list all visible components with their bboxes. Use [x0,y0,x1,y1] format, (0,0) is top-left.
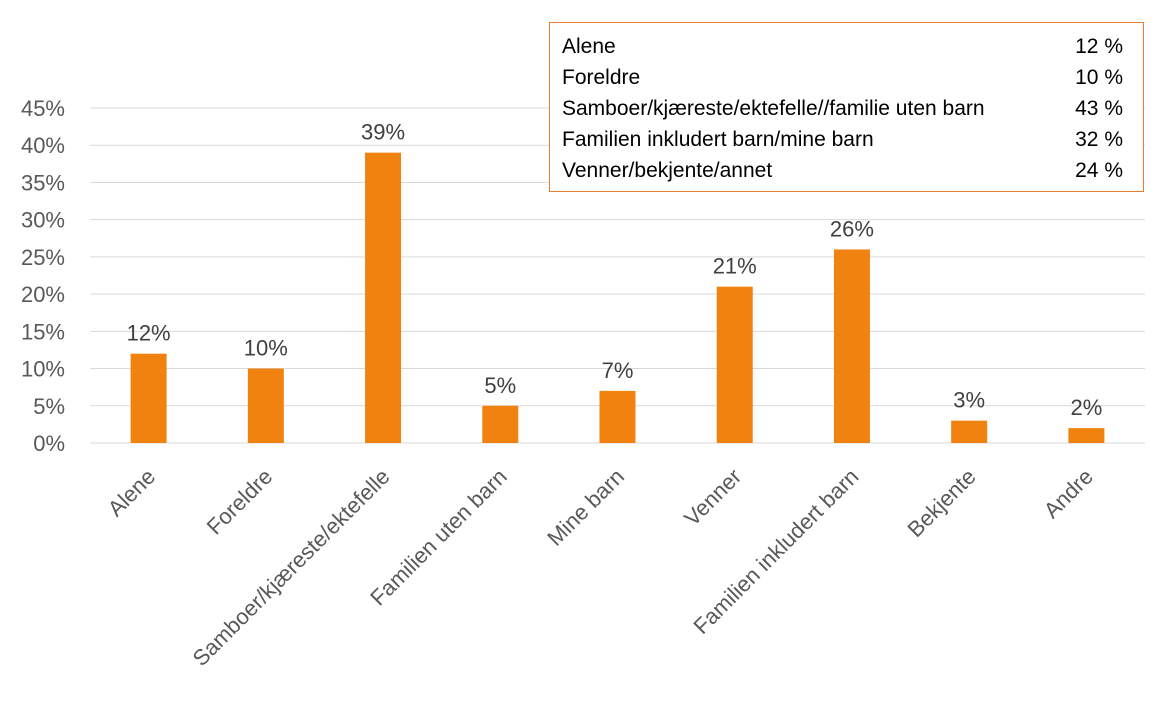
y-tick-label: 35% [21,170,65,195]
data-label: 21% [713,254,757,279]
bar [482,405,519,443]
bars [130,152,1105,443]
y-tick-label: 20% [21,282,65,307]
summary-value: 24 % [1075,159,1123,182]
y-tick-label: 25% [21,245,65,270]
summary-value: 32 % [1075,128,1123,151]
category-labels: Alene ForeldreSamboer/kjæreste/ektefelleF… [103,464,1098,671]
summary-label: Samboer/kjæreste/ektefelle//familie uten… [562,97,985,120]
summary-label: Alene [562,35,616,58]
data-label: 2% [1070,395,1102,420]
bar [247,368,284,443]
data-label: 3% [953,388,985,413]
bar [130,353,167,443]
summary-row: Alene 12 % [562,31,1123,62]
data-label: 5% [484,373,516,398]
data-label: 12% [127,321,171,346]
y-tick-label: 30% [21,208,65,233]
bar [833,249,870,443]
summary-value: 43 % [1075,97,1123,120]
bar [716,286,753,443]
category-label: Bekjente [902,464,980,542]
y-tick-label: 0% [33,431,65,456]
data-label: 39% [361,120,405,145]
category-label: Foreldre [202,464,278,540]
summary-label: Venner/bekjente/annet [562,159,773,182]
y-axis-ticks: 0% 5% 10% 15% 20% 25% 30% 35% 40% 45% [21,96,65,456]
y-tick-label: 10% [21,357,65,382]
category-label: Samboer/kjæreste/ektefelle [188,464,395,671]
category-label: Alene [103,464,160,521]
y-tick-label: 5% [33,394,65,419]
bar [1068,428,1105,443]
data-label: 26% [830,216,874,241]
summary-row: Venner/bekjente/annet 24 % [562,155,1123,186]
y-tick-label: 15% [21,319,65,344]
data-label: 10% [244,336,288,361]
summary-label: Foreldre [562,66,641,89]
bar [951,420,988,443]
summary-label: Familien inkludert barn/mine barn [562,128,874,151]
bar [365,152,402,443]
summary-row: Familien inkludert barn/mine barn 32 % [562,124,1123,155]
category-label: Mine barn [542,464,629,551]
category-label: Andre [1039,464,1098,523]
bar [599,390,636,443]
summary-table: Alene 12 % Foreldre 10 % Samboer/kjærest… [549,22,1144,192]
category-label: Venner [679,464,746,531]
summary-value: 12 % [1075,35,1123,58]
summary-row: Foreldre 10 % [562,62,1123,93]
data-labels: 12% 10% 39% 5% 7% 21% 26% 3% 2% [127,120,1103,420]
data-label: 7% [602,358,634,383]
summary-row: Samboer/kjæreste/ektefelle//familie uten… [562,93,1123,124]
summary-value: 10 % [1075,66,1123,89]
y-tick-label: 45% [21,96,65,121]
y-tick-label: 40% [21,133,65,158]
